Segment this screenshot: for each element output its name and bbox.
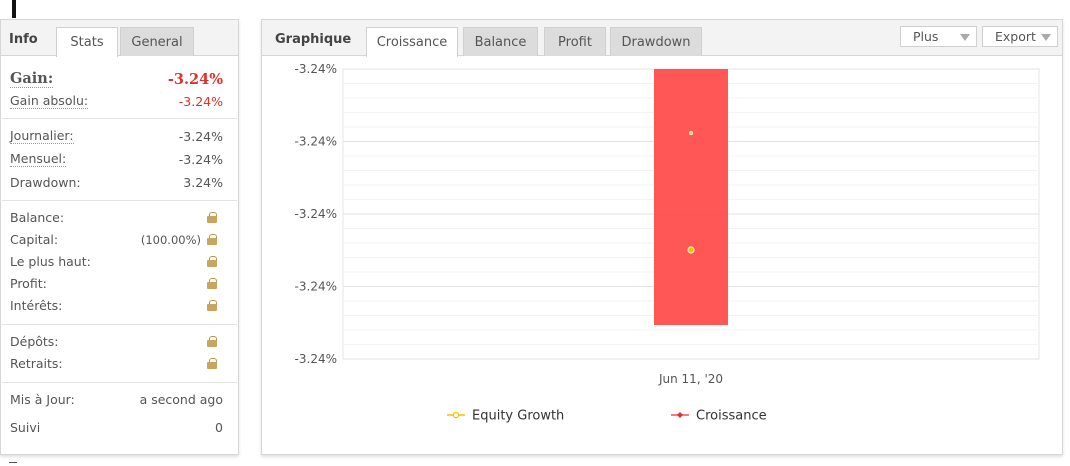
y-tick-label: -3.24% <box>295 352 337 366</box>
separator <box>2 382 237 383</box>
tab-croissance-label: Croissance <box>376 35 448 50</box>
more-dropdown[interactable]: Plus <box>900 26 977 47</box>
separator <box>2 324 237 325</box>
separator <box>2 200 237 201</box>
chevron-down-icon <box>960 34 970 41</box>
more-dropdown-label: Plus <box>913 29 939 44</box>
tab-croissance[interactable]: Croissance <box>366 27 458 57</box>
interest-row: Intérêts: <box>10 298 223 313</box>
y-tick-label: -3.24% <box>295 62 337 76</box>
equity-percent: (100.00%) <box>140 232 201 247</box>
lock-icon[interactable] <box>207 212 217 223</box>
deposits-label: Dépôts: <box>10 334 59 349</box>
bar-croissance[interactable] <box>654 69 728 325</box>
withdrawals-row: Retraits: <box>10 356 223 371</box>
lock-icon[interactable] <box>207 234 217 245</box>
tracking-label: Suivi <box>10 420 41 435</box>
chart-panel-title: Graphique <box>275 32 352 47</box>
tab-stats[interactable]: Stats <box>56 27 118 57</box>
page-bottom-marker <box>9 462 17 463</box>
tab-general-label: General <box>131 34 183 50</box>
deposits-row: Dépôts: <box>10 334 223 349</box>
absolute-gain-row: Gain absolu: -3.24% <box>10 93 223 109</box>
legend-marker-icon <box>452 411 460 419</box>
info-title: Info <box>9 32 38 47</box>
tab-balance[interactable]: Balance <box>463 27 538 56</box>
tab-drawdown[interactable]: Drawdown <box>610 27 702 56</box>
absolute-gain-label: Gain absolu: <box>10 93 89 109</box>
point-equity-growth[interactable] <box>687 246 695 254</box>
growth-chart: -3.24% -3.24% -3.24% -3.24% -3.24% Jun 11, '… <box>295 62 1040 424</box>
equity-label: Capital: <box>10 232 59 247</box>
chevron-down-icon <box>1041 34 1051 41</box>
lock-icon[interactable] <box>207 358 217 369</box>
updated-value: a second ago <box>139 392 223 407</box>
tracking-row: Suivi 0 <box>10 420 223 435</box>
separator <box>2 118 237 119</box>
daily-label: Journalier: <box>10 128 74 144</box>
lock-icon[interactable] <box>207 278 217 289</box>
export-dropdown[interactable]: Export <box>982 26 1058 47</box>
updated-row: Mis à Jour: a second ago <box>10 392 223 407</box>
chart-header: Graphique Croissance Balance Profit Draw… <box>262 20 1062 57</box>
chart-panel: Graphique Croissance Balance Profit Draw… <box>261 19 1063 455</box>
lock-icon[interactable] <box>207 256 217 267</box>
x-axis-ticks: Jun 11, '20 <box>658 372 723 386</box>
tracking-value: 0 <box>215 420 223 435</box>
drawdown-row: Drawdown: 3.24% <box>10 175 223 190</box>
highest-row: Le plus haut: <box>10 254 223 269</box>
updated-label: Mis à Jour: <box>10 392 75 407</box>
profit-label: Profit: <box>10 276 47 291</box>
tab-balance-label: Balance <box>474 34 527 50</box>
legend-item[interactable]: Equity Growth <box>447 409 564 424</box>
gain-label: Gain: <box>10 70 54 88</box>
tab-drawdown-label: Drawdown <box>621 34 691 50</box>
bar-series <box>654 69 728 325</box>
lock-icon[interactable] <box>207 300 217 311</box>
profit-row: Profit: <box>10 276 223 291</box>
y-tick-label: -3.24% <box>295 207 337 221</box>
monthly-value: -3.24% <box>178 151 223 167</box>
interest-label: Intérêts: <box>10 298 63 313</box>
y-axis-ticks: -3.24% -3.24% -3.24% -3.24% -3.24% <box>295 62 337 366</box>
daily-row: Journalier: -3.24% <box>10 128 223 144</box>
legend-item[interactable]: Croissance <box>671 409 767 424</box>
balance-row: Balance: <box>10 210 223 225</box>
chart-legend: Equity Growth Croissance <box>447 409 767 424</box>
legend-marker-icon <box>677 412 683 418</box>
y-tick-label: -3.24% <box>295 135 337 149</box>
y-tick-label: -3.24% <box>295 280 337 294</box>
points <box>687 130 695 254</box>
info-header: Info Stats General <box>1 20 238 57</box>
monthly-row: Mensuel: -3.24% <box>10 151 223 167</box>
absolute-gain-value: -3.24% <box>178 93 223 109</box>
lock-icon[interactable] <box>207 336 217 347</box>
x-tick-label: Jun 11, '20 <box>658 372 723 386</box>
info-panel: Info Stats General Gain: -3.24% Gain abs… <box>0 19 239 455</box>
tab-profit-label: Profit <box>558 34 592 50</box>
legend-label: Croissance <box>696 409 767 424</box>
tab-profit[interactable]: Profit <box>544 27 606 56</box>
page-top-marker <box>12 0 16 18</box>
daily-value: -3.24% <box>178 128 223 144</box>
gain-row: Gain: -3.24% <box>10 70 223 88</box>
monthly-label: Mensuel: <box>10 151 67 167</box>
equity-row: Capital: (100.00%) <box>10 232 223 247</box>
highest-label: Le plus haut: <box>10 254 91 269</box>
drawdown-label: Drawdown: <box>10 175 81 190</box>
drawdown-value: 3.24% <box>183 175 223 190</box>
tab-general[interactable]: General <box>120 27 194 56</box>
balance-label: Balance: <box>10 210 65 225</box>
export-dropdown-label: Export <box>995 29 1036 44</box>
gain-value: -3.24% <box>167 70 223 88</box>
point-croissance[interactable] <box>688 130 694 136</box>
legend-label: Equity Growth <box>472 409 564 424</box>
withdrawals-label: Retraits: <box>10 356 63 371</box>
tab-stats-label: Stats <box>70 35 104 50</box>
